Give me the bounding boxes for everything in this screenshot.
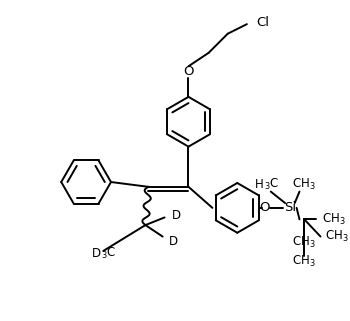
- Text: CH$_3$: CH$_3$: [292, 235, 316, 250]
- Text: H: H: [256, 178, 264, 191]
- Text: D: D: [169, 235, 178, 248]
- Text: O: O: [259, 201, 270, 214]
- Text: O: O: [183, 65, 194, 79]
- Text: CH$_3$: CH$_3$: [322, 212, 346, 227]
- Text: $_3$C: $_3$C: [102, 246, 117, 261]
- Text: CH$_3$: CH$_3$: [292, 254, 316, 269]
- Text: D: D: [172, 209, 181, 222]
- Text: Si: Si: [284, 201, 296, 214]
- Text: Cl: Cl: [257, 16, 270, 29]
- Text: D: D: [92, 247, 102, 260]
- Text: $_3$C: $_3$C: [264, 177, 279, 193]
- Text: CH$_3$: CH$_3$: [292, 177, 316, 193]
- Text: CH$_3$: CH$_3$: [325, 229, 349, 244]
